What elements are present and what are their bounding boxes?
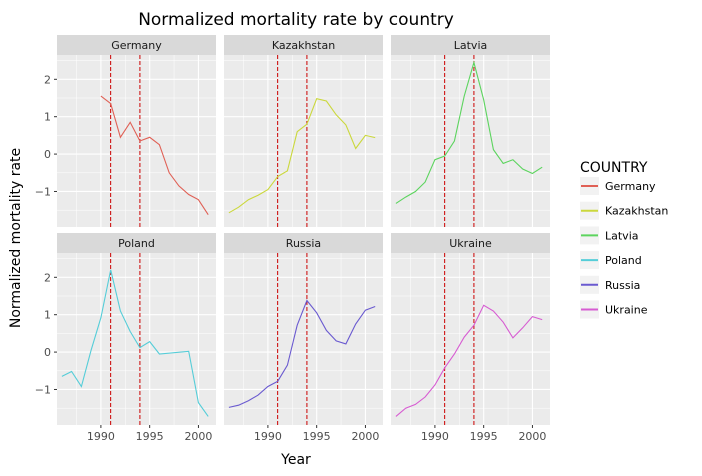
y-axis-label: Normalized mortality rate	[8, 148, 24, 328]
x-tick-label: 1995	[470, 430, 498, 443]
facet-strip	[391, 35, 550, 55]
facet-strip-label: Latvia	[454, 39, 488, 52]
series-line-russia	[228, 299, 376, 408]
panel-background	[57, 55, 216, 227]
series-line-kazakhstan	[228, 98, 376, 214]
facet-strip-label: Russia	[286, 237, 321, 250]
panel-background	[391, 55, 550, 227]
legend-item-russia: Russia	[580, 275, 640, 294]
x-tick-label: 1990	[254, 430, 282, 443]
facet-strip	[224, 35, 383, 55]
x-axis-label: Year	[280, 452, 311, 468]
y-tick-label: 0	[44, 148, 51, 161]
legend-label: Russia	[605, 279, 640, 292]
legend-item-kazakhstan: Kazakhstan	[580, 201, 668, 220]
legend-item-latvia: Latvia	[580, 226, 639, 245]
facet-strip-label: Ukraine	[449, 237, 492, 250]
series-line-germany	[100, 95, 209, 216]
series-line-latvia	[395, 60, 543, 204]
panel-background	[57, 253, 216, 425]
x-tick-label: 2000	[184, 430, 212, 443]
legend-label: Germany	[605, 180, 656, 193]
x-tick-label: 2000	[518, 430, 546, 443]
legend-item-ukraine: Ukraine	[580, 300, 648, 319]
x-axis: 1990 1995 2000 1990 1995 2000 1990 1995 2000	[87, 425, 546, 443]
facet-panel-russia: Russia	[224, 233, 383, 425]
facet-strip	[57, 233, 216, 253]
legend-label: Ukraine	[605, 304, 648, 317]
y-tick-label: −1	[35, 185, 51, 198]
facet-strip	[391, 233, 550, 253]
facet-strip	[57, 35, 216, 55]
x-tick-label: 1995	[303, 430, 331, 443]
facet-panel-germany: Germany	[57, 35, 216, 227]
y-tick-label: 1	[44, 309, 51, 322]
y-tick-label: 0	[44, 346, 51, 359]
chart-title: Normalized mortality rate by country	[138, 10, 454, 30]
facet-strip	[224, 233, 383, 253]
legend-label: Latvia	[605, 229, 639, 242]
legend-item-germany: Germany	[580, 177, 656, 195]
legend-label: Poland	[605, 254, 642, 267]
facet-panel-kazakhstan: Kazakhstan	[224, 35, 383, 227]
facet-panels: Germany Kazakhstan Latvia Poland Russia Ukrai…	[57, 35, 550, 425]
legend-label: Kazakhstan	[605, 205, 668, 218]
legend-item-poland: Poland	[580, 251, 642, 270]
legend-title: COUNTRY	[580, 160, 648, 176]
panel-background	[224, 55, 383, 227]
legend: COUNTRY Germany Kazakhstan Latvia Poland Rus…	[580, 160, 668, 319]
facet-panel-latvia: Latvia	[391, 35, 550, 227]
facet-panel-ukraine: Ukraine	[391, 233, 550, 425]
y-tick-label: −1	[35, 383, 51, 396]
x-tick-label: 1995	[136, 430, 164, 443]
x-tick-label: 1990	[87, 430, 115, 443]
series-line-poland	[61, 269, 209, 417]
facet-strip-label: Poland	[118, 237, 155, 250]
y-tick-label: 1	[44, 111, 51, 124]
series-line-ukraine	[395, 304, 543, 417]
panel-background	[391, 253, 550, 425]
x-tick-label: 1990	[421, 430, 449, 443]
facet-strip-label: Kazakhstan	[272, 39, 335, 52]
facet-strip-label: Germany	[111, 39, 162, 52]
y-axis: −1 0 1 2 −1 0 1 2	[35, 73, 57, 396]
x-tick-label: 2000	[351, 430, 379, 443]
panel-background	[224, 253, 383, 425]
y-tick-label: 2	[44, 271, 51, 284]
y-tick-label: 2	[44, 73, 51, 86]
facet-panel-poland: Poland	[57, 233, 216, 425]
